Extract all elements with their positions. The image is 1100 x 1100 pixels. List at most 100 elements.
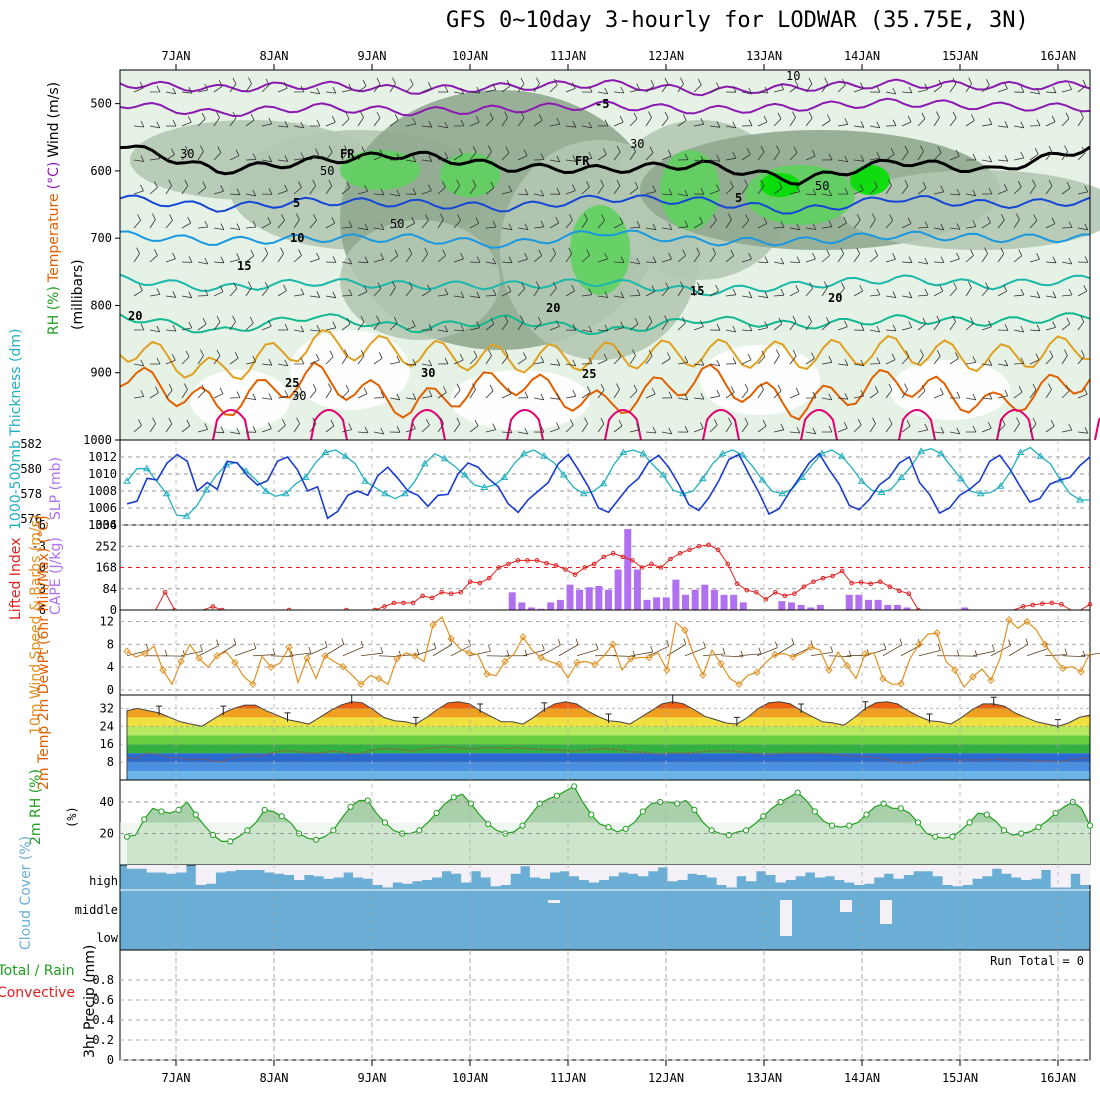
- wind-barb: [245, 281, 252, 297]
- thickness-point: [321, 448, 330, 455]
- wind-barb: [837, 393, 849, 400]
- wind-barb: [341, 145, 348, 161]
- rh-point: [742, 827, 750, 834]
- high-cloud-gap: [313, 865, 325, 877]
- wind-barb: [277, 214, 285, 229]
- wind-barb: [1029, 119, 1041, 127]
- wind-barb: [677, 189, 689, 197]
- lifted-index-point: [572, 572, 578, 577]
- lifted-index-point: [734, 581, 740, 587]
- wind-barb: [972, 645, 995, 657]
- wind-barb: [821, 220, 833, 229]
- temp-contour: [119, 194, 1091, 215]
- rh-point: [1086, 822, 1094, 829]
- wind-barb: [965, 281, 972, 297]
- lifted-index-point: [582, 565, 587, 570]
- wind-barb: [805, 391, 817, 399]
- wind-barb: [853, 121, 865, 128]
- x-tick-label: 14JAN: [844, 1071, 880, 1085]
- li-tick-label: 0: [39, 561, 46, 575]
- cape-bar: [865, 599, 873, 610]
- wind-barb: [822, 425, 833, 433]
- wind-speed-point: [627, 654, 635, 663]
- wind-barb: [373, 111, 381, 127]
- wind-barb: [981, 155, 993, 163]
- wind-barb: [1013, 121, 1025, 129]
- wind-barb: [741, 291, 753, 298]
- wind-barb: [213, 285, 224, 297]
- rh-tick-label: 40: [100, 795, 114, 809]
- high-cloud-gap: [549, 865, 560, 873]
- y-tick-label: 500: [90, 97, 112, 111]
- wind-barb: [709, 389, 721, 399]
- wind-barb: [421, 155, 433, 162]
- wind-barb: [325, 321, 337, 331]
- wind-barb: [181, 179, 189, 195]
- wind-barb: [982, 187, 993, 195]
- wind-barb: [693, 282, 701, 297]
- min-max-bar: [926, 713, 933, 723]
- thickness-point: [202, 486, 211, 493]
- y-tick-label: 600: [90, 164, 112, 178]
- wind-barb: [357, 387, 368, 399]
- wind-barb: [965, 356, 977, 365]
- panel-frame: [119, 609, 1091, 696]
- wind-barb: [693, 188, 705, 195]
- high-cloud-gap: [814, 865, 826, 878]
- rh-point: [278, 813, 285, 820]
- high-cloud-gap: [382, 865, 393, 888]
- thickness-point: [996, 482, 1005, 489]
- wind-tick-label: 4: [107, 660, 114, 674]
- wind-barb: [293, 85, 305, 93]
- wind-barb: [293, 325, 305, 333]
- x-tick-label: 7JAN: [162, 49, 191, 63]
- wind-barb: [517, 188, 529, 196]
- x-tick-label: 8JAN: [260, 49, 289, 63]
- wind-barb: [341, 423, 353, 433]
- wind-barb: [533, 220, 545, 229]
- wind-barb: [133, 359, 145, 367]
- wind-speed-point: [933, 629, 941, 637]
- wind-barb: [149, 386, 159, 399]
- temp-contour: [800, 409, 838, 441]
- wind-barb: [133, 323, 145, 331]
- wind-barb: [165, 354, 176, 365]
- wind-barb: [741, 214, 750, 229]
- wind-barb: [149, 152, 161, 161]
- wind-barb: [469, 146, 477, 161]
- wind-speed-point: [753, 668, 761, 677]
- temperature-band: [127, 753, 1090, 763]
- wind-barb: [917, 145, 924, 161]
- rh-contour-label: 30: [630, 137, 644, 151]
- wind-barb: [684, 641, 706, 657]
- high-cloud-gap: [127, 865, 138, 869]
- high-cloud-gap: [461, 865, 472, 883]
- dewpoint-line: [126, 745, 1091, 764]
- thickness-point: [818, 449, 826, 457]
- high-cloud-gap: [952, 865, 963, 887]
- high-cloud-gap: [392, 865, 403, 883]
- wind-barb: [261, 155, 273, 163]
- min-max-bar: [156, 705, 163, 716]
- cape-bar: [903, 607, 911, 610]
- high-cloud-gap: [195, 865, 207, 885]
- wind-speed-point: [915, 640, 923, 649]
- wind-barb: [581, 357, 593, 365]
- wind-barb: [773, 423, 785, 433]
- wind-barb: [885, 291, 897, 298]
- high-cloud-gap: [765, 865, 777, 875]
- wind-barb: [245, 77, 252, 93]
- wind-barb: [597, 214, 605, 229]
- wind-barb: [1029, 353, 1040, 365]
- wind-barb: [549, 320, 560, 331]
- wind-barb: [261, 359, 273, 366]
- wind-barb: [341, 112, 350, 127]
- rh-tick-label: 20: [100, 827, 114, 841]
- high-cloud-gap: [883, 865, 894, 874]
- wind-barb: [773, 257, 785, 265]
- wind-barb: [405, 282, 413, 297]
- wind-barb: [181, 216, 192, 229]
- thickness-point: [778, 489, 787, 497]
- wind-speed-point: [321, 652, 329, 660]
- x-tick-label: 16JAN: [1040, 1071, 1076, 1085]
